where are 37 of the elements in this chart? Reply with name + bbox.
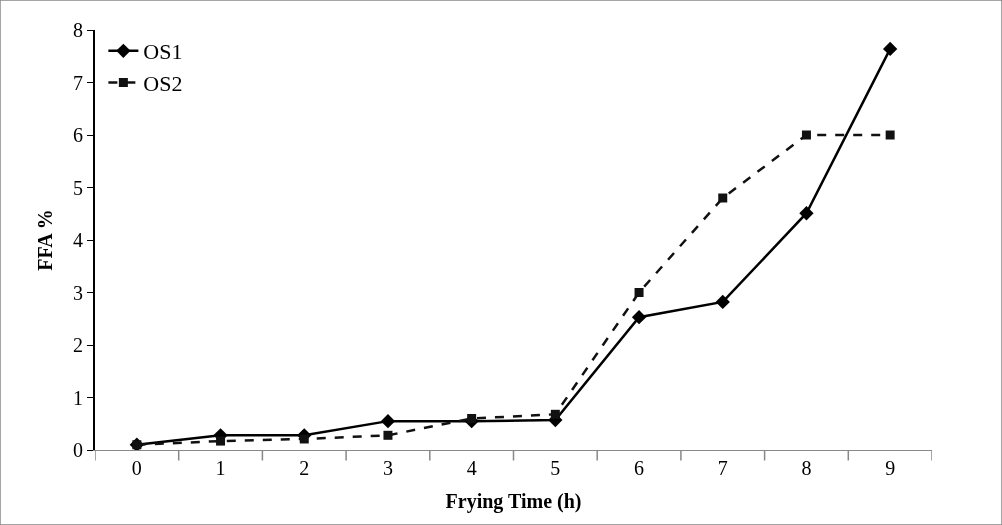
x-tick-label: 6	[634, 457, 645, 479]
y-tick-label: 6	[73, 124, 83, 146]
x-tick-label: 7	[717, 457, 728, 479]
y-tick-label: 5	[73, 176, 83, 199]
point	[383, 430, 393, 440]
point	[550, 409, 560, 419]
x-tick-label: 0	[131, 457, 142, 479]
legend-label: OS2	[143, 70, 183, 96]
x-tick-label: 9	[885, 457, 896, 479]
point	[631, 310, 647, 325]
x-axis-title: Frying Time (h)	[445, 489, 582, 513]
x-tick-label: 4	[466, 457, 477, 479]
x-tick-label: 8	[801, 457, 812, 479]
point	[299, 434, 309, 444]
y-tick-label: 8	[73, 19, 83, 41]
y-tick-label: 0	[73, 439, 83, 461]
point	[634, 288, 644, 297]
point	[799, 206, 814, 221]
x-tick-label: 3	[382, 457, 393, 479]
y-axis-title: FFA %	[34, 209, 56, 271]
y-tick-label: 1	[73, 386, 83, 409]
point	[885, 130, 895, 140]
point	[718, 193, 728, 203]
point	[715, 294, 730, 310]
x-tick-label: 1	[215, 457, 226, 479]
point	[380, 413, 396, 429]
point	[467, 414, 477, 423]
x-tick-label: 5	[550, 457, 561, 479]
y-tick-label: 7	[73, 71, 83, 94]
y-tick-label: 3	[73, 281, 83, 304]
y-tick-label: 2	[73, 334, 83, 356]
legend-label: OS1	[143, 39, 183, 65]
point	[216, 436, 226, 446]
x-tick-label: 2	[299, 457, 310, 479]
y-tick-label: 4	[73, 229, 83, 251]
point	[883, 41, 898, 57]
point	[801, 130, 811, 140]
